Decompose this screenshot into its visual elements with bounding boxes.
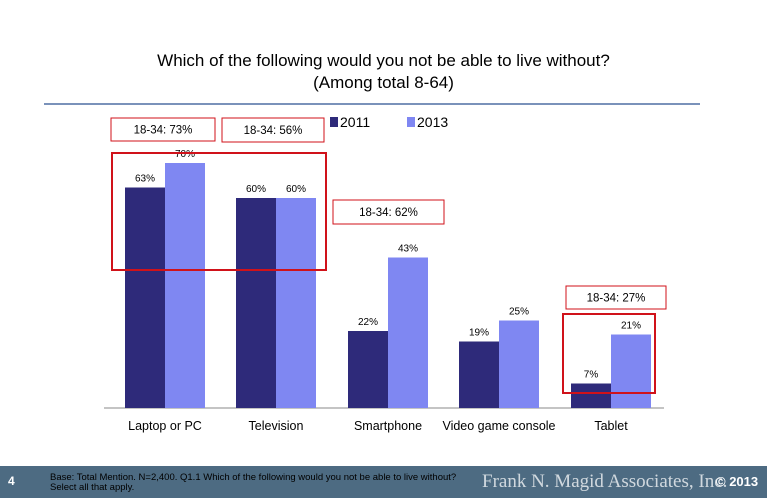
legend-label-2011: 2011 xyxy=(340,114,370,130)
value-label-smartphone-2011: 22% xyxy=(358,317,378,328)
annotation-box-laptop-or-pc xyxy=(110,117,216,142)
bar-tablet-2013 xyxy=(611,334,651,408)
annotation-text-smartphone: 18-34: 62% xyxy=(359,207,418,219)
bar-television-2011 xyxy=(236,198,276,408)
x-tick-label-tablet: Tablet xyxy=(594,419,628,433)
bar-video-game-console-2011 xyxy=(459,341,499,408)
highlight-laptop-television xyxy=(111,152,327,271)
bar-laptop-or-pc-2011 xyxy=(125,187,165,408)
bar-television-2013 xyxy=(276,198,316,408)
x-tick-label-smartphone: Smartphone xyxy=(354,419,422,433)
annotation-text-television: 18-34: 56% xyxy=(244,125,303,137)
x-tick-label-video-game-console: Video game console xyxy=(442,419,555,433)
chart-subtitle: (Among total 8-64) xyxy=(313,73,454,92)
bar-smartphone-2013 xyxy=(388,257,428,408)
value-label-laptop-or-pc-2013: 70% xyxy=(175,149,195,160)
annotation-text-tablet: 18-34: 27% xyxy=(587,293,646,305)
highlight-tablet xyxy=(562,313,656,394)
value-label-tablet-2011: 7% xyxy=(584,370,599,381)
legend-swatch-2011 xyxy=(330,117,338,127)
base-note-line1: Base: Total Mention. N=2,400. Q1.1 Which… xyxy=(50,472,457,483)
bar-tablet-2011 xyxy=(571,383,611,408)
x-tick-label-television: Television xyxy=(249,419,304,433)
annotation-box-smartphone xyxy=(332,199,445,225)
bar-laptop-or-pc-2013 xyxy=(165,163,205,408)
copyright: © 2013 xyxy=(716,474,759,489)
bar-smartphone-2011 xyxy=(348,331,388,408)
legend-label-2013: 2013 xyxy=(417,114,448,130)
chart-title: Which of the following would you not be … xyxy=(157,51,610,70)
value-label-television-2011: 60% xyxy=(246,184,266,195)
bar-chart: 63% 60% 22% 19% 7% 70% 60% 43% 25% 21% Laptop or P… xyxy=(44,103,700,433)
brand-name: Frank N. Magid Associates, Inc. xyxy=(482,471,728,492)
value-label-television-2013: 60% xyxy=(286,184,306,195)
base-note: Base: Total Mention. N=2,400. Q1.1 Which… xyxy=(50,473,530,493)
annotation-box-television xyxy=(221,117,325,143)
value-label-smartphone-2013: 43% xyxy=(398,244,418,255)
value-label-video-game-console-2013: 25% xyxy=(509,307,529,318)
value-label-laptop-or-pc-2011: 63% xyxy=(135,174,155,185)
page-number: 4 xyxy=(8,474,15,488)
value-label-tablet-2013: 21% xyxy=(621,321,641,332)
annotation-box-tablet xyxy=(565,285,667,310)
x-tick-label-laptop-or-pc: Laptop or PC xyxy=(128,419,202,433)
value-label-video-game-console-2011: 19% xyxy=(469,328,489,339)
legend-swatch-2013 xyxy=(407,117,415,127)
footer-bar: 4 Base: Total Mention. N=2,400. Q1.1 Whi… xyxy=(0,466,767,498)
annotation-text-laptop-or-pc: 18-34: 73% xyxy=(134,125,193,137)
base-note-line2: Select all that apply. xyxy=(50,482,135,493)
bar-video-game-console-2013 xyxy=(499,320,539,408)
